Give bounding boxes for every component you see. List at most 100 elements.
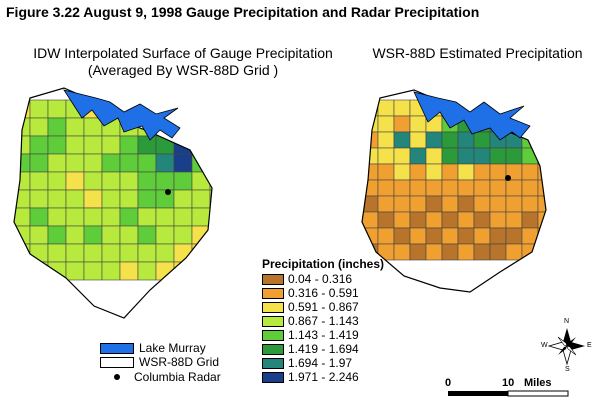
grid-cell xyxy=(101,207,121,227)
grid-cell xyxy=(83,261,103,281)
grid-cell xyxy=(425,195,443,213)
grid-cell xyxy=(65,117,85,137)
grid-cell xyxy=(119,189,139,209)
grid-cell xyxy=(29,225,49,245)
grid-cell xyxy=(377,147,395,165)
grid-cell xyxy=(209,99,212,119)
key-radar: Columbia Radar xyxy=(100,370,221,384)
grid-cell xyxy=(521,195,539,213)
grid-cell xyxy=(191,225,211,245)
key-lake-label: Lake Murray xyxy=(139,341,206,355)
grid-cell xyxy=(83,207,103,227)
grid-cell xyxy=(137,153,157,173)
grid-cell xyxy=(393,115,411,133)
compass-rose-icon xyxy=(547,328,585,366)
legend-swatch xyxy=(262,301,284,313)
grid-cell xyxy=(191,207,211,227)
legend-item: 1.419 - 1.694 xyxy=(262,342,359,356)
grid-cell xyxy=(191,261,211,281)
grid-cell xyxy=(119,207,139,227)
legend-item: 0.591 - 0.867 xyxy=(262,300,359,314)
key-radar-label: Columbia Radar xyxy=(134,370,221,384)
grid-cell xyxy=(362,179,379,197)
grid-cell xyxy=(489,195,507,213)
grid-cell xyxy=(47,117,67,137)
grid-cell xyxy=(137,207,157,227)
grid-cell xyxy=(393,179,411,197)
grid-cell xyxy=(83,189,103,209)
grid-cell xyxy=(457,211,475,229)
legend-label: 0.04 - 0.316 xyxy=(288,272,353,286)
grid-cell xyxy=(425,131,443,149)
grid-cell xyxy=(362,115,379,133)
grid-cell xyxy=(65,261,85,281)
grid-cell xyxy=(393,99,411,117)
grid-cell xyxy=(409,195,427,213)
grid-cell xyxy=(393,195,411,213)
compass-e: E xyxy=(587,342,592,349)
legend-item: 1.143 - 1.419 xyxy=(262,328,359,342)
grid-cell xyxy=(47,225,67,245)
legend-label: 1.419 - 1.694 xyxy=(288,342,359,356)
grid-cell xyxy=(521,163,539,181)
grid-cell xyxy=(362,131,379,149)
grid-cell xyxy=(191,99,211,119)
radar-dot-icon xyxy=(114,374,120,380)
grid-cell xyxy=(29,117,49,137)
grid-cell xyxy=(473,195,491,213)
grid-cell xyxy=(441,195,459,213)
grid-cell xyxy=(209,153,212,173)
grid-cell xyxy=(155,243,175,263)
grid-cell xyxy=(473,227,491,245)
grid-cell xyxy=(65,225,85,245)
grid-cell xyxy=(65,243,85,263)
legend-item: 0.867 - 1.143 xyxy=(262,314,359,328)
grid-cell xyxy=(409,115,427,133)
scale-bar xyxy=(448,390,569,397)
grid-cell xyxy=(209,117,212,137)
grid-cell xyxy=(14,189,31,209)
legend-item: 0.04 - 0.316 xyxy=(262,272,352,286)
grid-cell xyxy=(119,225,139,245)
grid-cell xyxy=(473,243,491,261)
legend-title: Precipitation (inches) xyxy=(262,257,385,271)
key-lake: Lake Murray xyxy=(100,341,206,355)
grid-cell xyxy=(537,99,546,117)
grid-cell xyxy=(393,243,411,261)
grid-cell xyxy=(65,207,85,227)
lake-murray xyxy=(413,91,531,141)
grid-cell xyxy=(29,153,49,173)
grid-cell xyxy=(489,179,507,197)
grid-cell xyxy=(209,225,212,245)
grid-cell xyxy=(377,115,395,133)
grid-cell xyxy=(29,171,49,191)
grid-cell xyxy=(173,153,193,173)
grid-cell xyxy=(173,171,193,191)
legend-label: 0.316 - 0.591 xyxy=(288,286,359,300)
grid-cell xyxy=(29,135,49,155)
grid-cell xyxy=(101,135,121,155)
legend-swatch xyxy=(262,329,284,341)
compass-s: S xyxy=(565,366,570,373)
grid-cell xyxy=(441,243,459,261)
legend-label: 0.591 - 0.867 xyxy=(288,300,359,314)
grid-cell xyxy=(101,153,121,173)
grid-cell xyxy=(393,227,411,245)
key-grid: WSR-88D Grid xyxy=(100,355,219,369)
grid-cell xyxy=(155,153,175,173)
grid-cell xyxy=(173,189,193,209)
legend-swatch xyxy=(262,343,284,355)
grid-cell xyxy=(14,117,31,137)
grid-cell xyxy=(47,135,67,155)
grid-cell xyxy=(409,131,427,149)
grid-cell xyxy=(137,261,157,281)
grid-cell xyxy=(457,163,475,181)
figure-title: Figure 3.22 August 9, 1998 Gauge Precipi… xyxy=(6,4,480,20)
grid-cell xyxy=(489,163,507,181)
scale-end: 10 xyxy=(502,377,515,389)
grid-cell xyxy=(29,189,49,209)
grid-cell xyxy=(137,225,157,245)
grid-cell xyxy=(14,261,31,281)
grid-cell xyxy=(489,243,507,261)
grid-cell xyxy=(489,227,507,245)
